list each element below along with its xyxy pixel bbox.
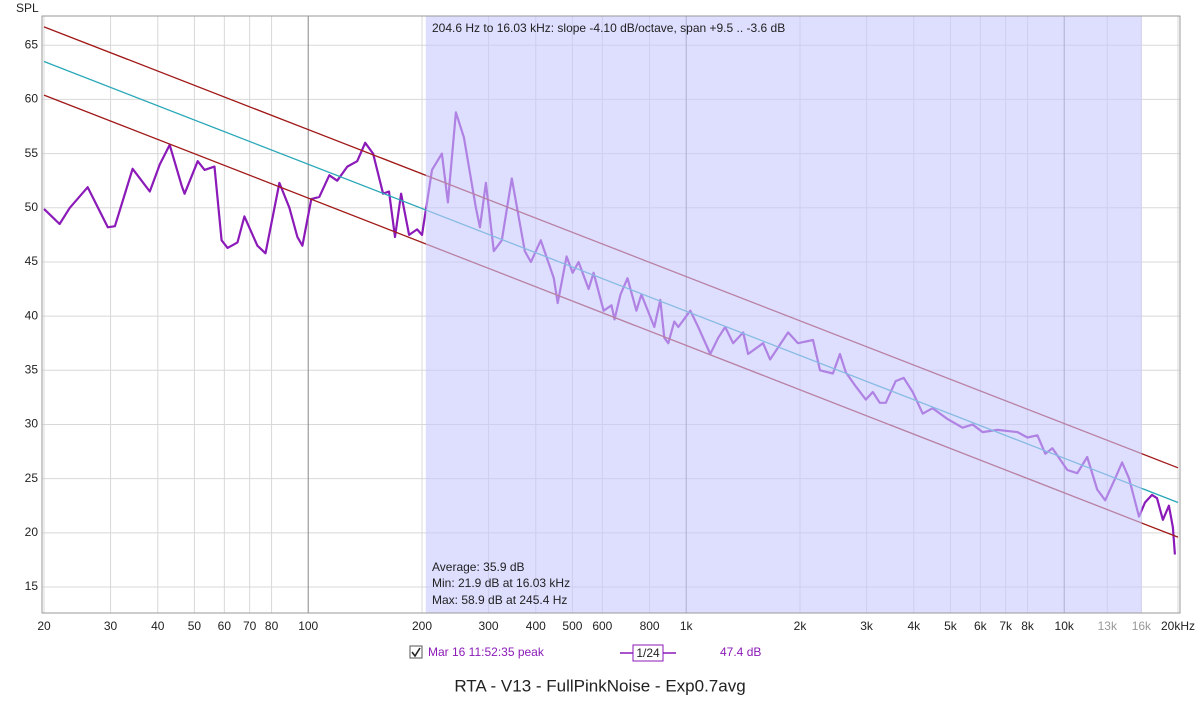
y-axis-label: SPL xyxy=(16,1,39,15)
x-tick-label: 4k xyxy=(907,619,921,633)
x-tick-label: 16k xyxy=(1132,619,1152,633)
y-tick-label: 45 xyxy=(25,254,39,268)
x-tick-label: 8k xyxy=(1021,619,1035,633)
stat-average: Average: 35.9 dB xyxy=(432,560,525,574)
x-tick-label: 20 xyxy=(37,619,51,633)
x-tick-label: 200 xyxy=(412,619,432,633)
legend-label: Mar 16 11:52:35 peak xyxy=(428,645,545,659)
x-tick-label: 70 xyxy=(243,619,257,633)
plot-area xyxy=(42,16,1180,613)
smoothing-box[interactable] xyxy=(632,644,664,662)
y-tick-label: 30 xyxy=(25,417,39,431)
x-tick-label: 6k xyxy=(974,619,988,633)
x-tick-label: 3k xyxy=(860,619,874,633)
x-tick-label: 2k xyxy=(794,619,808,633)
x-tick-label: 40 xyxy=(151,619,165,633)
y-tick-label: 50 xyxy=(25,200,39,214)
x-tick-label: 400 xyxy=(526,619,546,633)
x-tick-label: 10k xyxy=(1055,619,1075,633)
annotation: 204.6 Hz to 16.03 kHz: slope -4.10 dB/oc… xyxy=(432,21,785,35)
x-tick-label: 600 xyxy=(592,619,612,633)
x-tick-label: 500 xyxy=(562,619,582,633)
x-tick-label: 1k xyxy=(680,619,694,633)
x-tick-label: 30 xyxy=(104,619,118,633)
y-tick-label: 60 xyxy=(25,92,39,106)
x-tick-label: 20kHz xyxy=(1161,619,1195,633)
plot-frame xyxy=(41,15,1181,614)
y-tick-label: 40 xyxy=(25,308,39,322)
chart-title: RTA - V13 - FullPinkNoise - Exp0.7avg xyxy=(454,676,745,695)
legend: Mar 16 11:52:35 peak 1/24 47.4 dB xyxy=(409,644,761,662)
checkmark xyxy=(411,647,421,658)
checkbox[interactable] xyxy=(409,645,423,659)
x-tick-label: 50 xyxy=(188,619,202,633)
stat-min: Min: 21.9 dB at 16.03 kHz xyxy=(432,576,570,590)
x-tick-label: 5k xyxy=(944,619,958,633)
x-tick-label: 80 xyxy=(265,619,279,633)
y-tick-label: 15 xyxy=(25,579,39,593)
y-tick-label: 20 xyxy=(25,525,39,539)
stat-max: Max: 58.9 dB at 245.4 Hz xyxy=(432,593,567,607)
x-tick-label: 800 xyxy=(640,619,660,633)
y-tick-label: 55 xyxy=(25,146,39,160)
x-tick-label: 60 xyxy=(218,619,232,633)
y-tick-label: 65 xyxy=(25,37,39,51)
y-tick-label: 35 xyxy=(25,362,39,376)
x-tick-label: 7k xyxy=(999,619,1013,633)
y-tick-label: 25 xyxy=(25,471,39,485)
x-tick-label: 300 xyxy=(479,619,499,633)
smoothing-label: 1/24 xyxy=(636,646,660,660)
fit-range xyxy=(425,16,1142,613)
x-tick-label: 13k xyxy=(1098,619,1118,633)
legend-level: 47.4 dB xyxy=(720,645,761,659)
x-tick-label: 100 xyxy=(298,619,318,633)
